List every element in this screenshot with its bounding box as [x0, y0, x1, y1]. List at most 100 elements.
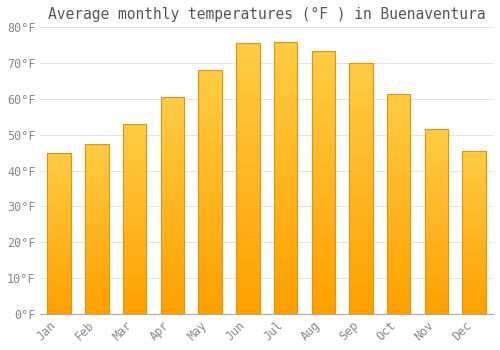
Bar — [462, 262, 486, 265]
Bar — [350, 259, 372, 264]
Bar — [425, 307, 448, 310]
Bar — [350, 173, 372, 178]
Bar — [48, 288, 71, 291]
Bar — [387, 146, 410, 151]
Bar — [160, 292, 184, 296]
Bar — [425, 133, 448, 137]
Bar — [274, 150, 297, 156]
Bar — [48, 172, 71, 175]
Bar — [312, 224, 335, 230]
Bar — [236, 195, 260, 200]
Bar — [312, 93, 335, 98]
Bar — [236, 162, 260, 168]
Bar — [312, 272, 335, 277]
Bar — [350, 148, 372, 153]
Bar — [425, 295, 448, 299]
Bar — [85, 229, 108, 232]
Bar — [198, 260, 222, 265]
Bar — [236, 260, 260, 265]
Bar — [274, 259, 297, 265]
Bar — [387, 287, 410, 292]
Bar — [387, 221, 410, 226]
Bar — [312, 261, 335, 266]
Bar — [274, 69, 297, 74]
Bar — [387, 279, 410, 283]
Bar — [312, 245, 335, 251]
Bar — [48, 285, 71, 288]
Bar — [160, 214, 184, 218]
Bar — [387, 168, 410, 173]
Bar — [236, 97, 260, 103]
Bar — [85, 174, 108, 178]
Bar — [85, 191, 108, 195]
Bar — [350, 194, 372, 198]
Bar — [85, 212, 108, 215]
Bar — [123, 128, 146, 132]
Bar — [387, 111, 410, 116]
Bar — [85, 150, 108, 154]
Bar — [274, 102, 297, 107]
Bar — [198, 256, 222, 260]
Bar — [85, 215, 108, 219]
Bar — [425, 214, 448, 218]
Bar — [387, 160, 410, 164]
Bar — [274, 178, 297, 183]
Bar — [160, 140, 184, 145]
Bar — [85, 164, 108, 168]
Bar — [48, 266, 71, 269]
Bar — [160, 284, 184, 288]
Bar — [350, 188, 372, 194]
Bar — [123, 124, 146, 128]
Bar — [462, 304, 486, 307]
Bar — [350, 98, 372, 103]
Bar — [160, 123, 184, 127]
Bar — [387, 239, 410, 243]
Bar — [274, 140, 297, 145]
Bar — [85, 310, 108, 314]
Bar — [198, 206, 222, 211]
Bar — [312, 282, 335, 288]
Bar — [312, 298, 335, 303]
Bar — [160, 296, 184, 301]
Bar — [85, 266, 108, 270]
Bar — [85, 232, 108, 236]
Bar — [85, 178, 108, 181]
Bar — [123, 226, 146, 230]
Bar — [312, 130, 335, 135]
Bar — [425, 130, 448, 133]
Bar — [160, 145, 184, 149]
Bar — [350, 304, 372, 309]
Bar — [425, 137, 448, 140]
Bar — [160, 271, 184, 275]
Bar — [123, 189, 146, 192]
Bar — [387, 283, 410, 287]
Bar — [274, 91, 297, 96]
Bar — [236, 292, 260, 298]
Bar — [425, 196, 448, 199]
Bar — [85, 208, 108, 212]
Bar — [350, 274, 372, 279]
Bar — [350, 203, 372, 209]
Bar — [123, 169, 146, 173]
Bar — [462, 239, 486, 242]
Bar — [387, 265, 410, 270]
Bar — [462, 272, 486, 275]
Bar — [425, 148, 448, 152]
Bar — [274, 161, 297, 167]
Bar — [462, 183, 486, 187]
Bar — [312, 182, 335, 188]
Bar — [160, 205, 184, 210]
Bar — [85, 144, 108, 314]
Bar — [198, 80, 222, 85]
Bar — [274, 232, 297, 238]
Bar — [274, 281, 297, 287]
Bar — [236, 168, 260, 173]
Bar — [236, 217, 260, 222]
Bar — [48, 256, 71, 259]
Bar — [198, 275, 222, 280]
Bar — [462, 151, 486, 314]
Bar — [123, 139, 146, 143]
Bar — [236, 233, 260, 238]
Bar — [85, 249, 108, 253]
Bar — [123, 249, 146, 253]
